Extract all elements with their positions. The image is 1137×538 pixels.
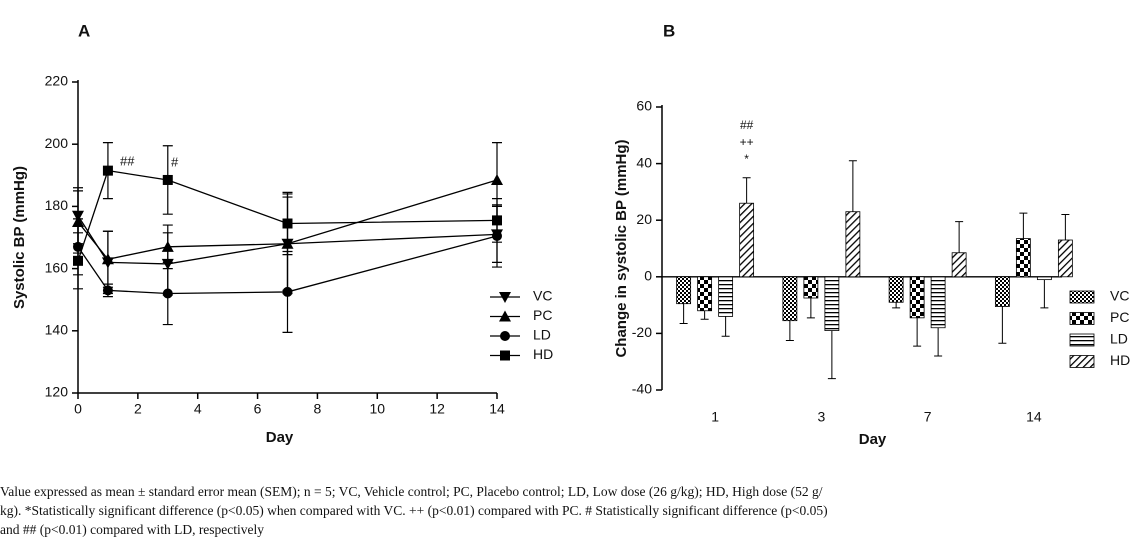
bar — [739, 202, 755, 278]
marker — [500, 350, 510, 361]
error-bar — [998, 306, 1007, 344]
legend-label: LD — [1110, 331, 1128, 347]
error-bar — [1061, 214, 1070, 241]
caption-line: and ## (p<0.01) compared with LD, respec… — [0, 522, 264, 537]
bar — [803, 276, 819, 299]
legend-swatch — [1069, 312, 1095, 325]
significance-mark: ## — [120, 153, 135, 168]
marker — [161, 240, 174, 252]
bar — [845, 211, 861, 278]
error-bar — [679, 303, 688, 324]
error-bar — [785, 320, 794, 341]
legend-swatch — [1069, 355, 1095, 368]
marker — [491, 173, 503, 185]
caption-line: kg). *Statistically significant differen… — [0, 503, 828, 518]
x-tick-label: 0 — [74, 401, 82, 417]
x-tick-label: 2 — [134, 401, 142, 417]
bar — [718, 276, 734, 317]
x-axis-title: Day — [859, 431, 887, 448]
legend-swatch — [1069, 290, 1095, 304]
x-tick-label: 1 — [711, 409, 719, 425]
marker — [499, 292, 511, 303]
caption-line: Value expressed as mean ± standard error… — [0, 484, 823, 499]
y-tick-label: 120 — [45, 384, 69, 400]
significance-mark: ## — [740, 118, 754, 132]
legend-swatch — [1069, 333, 1095, 347]
legend-label: LD — [533, 327, 551, 343]
error-bar — [700, 310, 709, 320]
marker — [492, 215, 502, 226]
error-bar — [892, 302, 901, 309]
x-tick-label: 8 — [314, 401, 322, 417]
legend-label: HD — [533, 346, 553, 362]
x-tick-label: 12 — [429, 401, 445, 417]
bar — [1015, 238, 1031, 278]
bar — [909, 276, 925, 319]
x-tick-label: 7 — [924, 409, 932, 425]
x-tick-label: 3 — [817, 409, 825, 425]
x-tick-label: 6 — [254, 401, 262, 417]
legend-label: VC — [533, 288, 552, 304]
y-tick-label: 40 — [636, 154, 652, 170]
marker — [162, 174, 173, 185]
error-bar — [827, 330, 836, 380]
error-bar — [1040, 279, 1049, 309]
y-axis-title: Change in systolic BP (mmHg) — [613, 139, 630, 357]
y-tick-label: 140 — [45, 322, 69, 338]
x-axis-title: Day — [266, 429, 294, 446]
marker — [101, 253, 114, 265]
error-bar — [806, 298, 815, 319]
x-tick-label: 10 — [369, 401, 385, 417]
legend-label: VC — [1110, 288, 1129, 304]
error-bar — [934, 327, 943, 357]
y-tick-label: 0 — [644, 268, 652, 284]
bar — [782, 276, 798, 322]
bar — [676, 276, 692, 305]
bar — [1057, 239, 1073, 278]
marker — [282, 286, 293, 297]
marker — [500, 331, 510, 341]
bar — [824, 276, 840, 331]
error-bar — [721, 316, 730, 337]
error-bar — [1019, 212, 1028, 239]
marker — [282, 218, 293, 229]
error-bar — [955, 221, 964, 253]
marker — [162, 288, 173, 299]
panel-title: B — [663, 21, 675, 40]
y-tick-label: 180 — [45, 197, 69, 213]
marker — [499, 310, 511, 322]
y-tick-label: 220 — [45, 73, 69, 89]
error-bar — [913, 317, 922, 347]
y-tick-label: 160 — [45, 259, 69, 275]
bar — [994, 276, 1010, 307]
y-tick-label: 200 — [45, 135, 69, 151]
marker — [102, 285, 113, 296]
bar — [888, 276, 904, 303]
legend-label: PC — [533, 307, 552, 323]
bar — [1036, 276, 1052, 281]
x-tick-label: 14 — [1026, 409, 1042, 425]
marker — [102, 165, 113, 176]
y-tick-label: -40 — [632, 381, 652, 397]
significance-mark: ++ — [740, 135, 754, 149]
significance-mark: * — [744, 152, 749, 166]
error-bar — [742, 177, 751, 204]
legend-label: HD — [1110, 352, 1130, 368]
bar — [951, 252, 967, 278]
y-axis-title: Systolic BP (mmHg) — [11, 166, 28, 309]
y-tick-label: 60 — [636, 98, 652, 114]
y-tick-label: -20 — [632, 324, 652, 340]
error-bar — [848, 160, 857, 212]
y-tick-label: 20 — [636, 211, 652, 227]
bar — [930, 276, 946, 329]
x-tick-label: 4 — [194, 401, 202, 417]
marker — [73, 255, 83, 266]
bar — [697, 276, 713, 312]
significance-mark: # — [171, 154, 179, 169]
x-tick-label: 14 — [489, 401, 505, 417]
legend-label: PC — [1110, 309, 1129, 325]
panel-title: A — [78, 21, 90, 40]
